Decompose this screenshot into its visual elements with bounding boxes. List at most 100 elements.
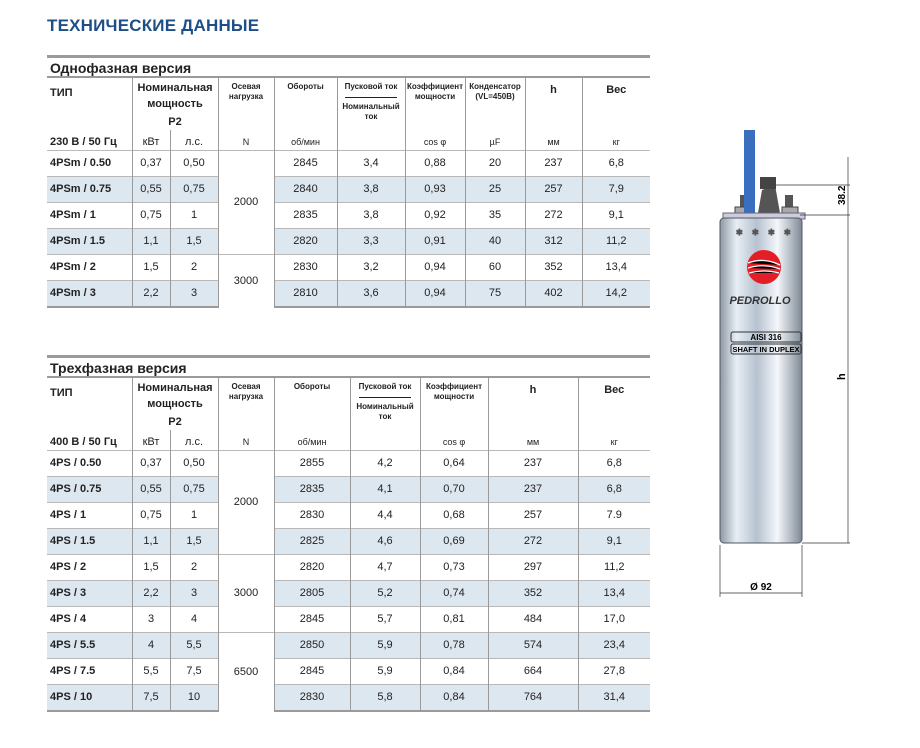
table-row: 4PS / 1.5 1,1 1,5 2825 4,6 0,69 272 9,1 <box>47 527 650 554</box>
cell-height: 297 <box>487 553 578 580</box>
cell-height: 402 <box>524 279 582 308</box>
cell-rpm: 2830 <box>273 501 350 528</box>
cell-axial-load: 6500 <box>217 631 274 711</box>
cell-power-hp: 0,75 <box>169 475 218 502</box>
cell-capacitor: 25 <box>464 175 525 202</box>
single-phase-table: Однофазная версия ТИП Номинальная мощнос… <box>47 55 650 308</box>
svg-text:✲: ✲ <box>736 228 743 237</box>
plate-material: AISI 316 <box>750 333 782 342</box>
cell-capacitor: 60 <box>464 253 525 280</box>
cell-type: 4PSm / 1.5 <box>47 227 132 254</box>
cell-weight: 6,8 <box>581 149 650 176</box>
cell-capacitor: 35 <box>464 201 525 228</box>
cell-rpm: 2850 <box>273 631 350 658</box>
header-weight: Вес <box>577 378 650 430</box>
unit-pf: cos φ <box>419 430 488 450</box>
header-power: Номинальная мощность <box>137 382 213 410</box>
cell-rpm: 2805 <box>273 579 350 606</box>
cell-current-ratio: 3,3 <box>336 227 405 254</box>
cell-axial-load: 3000 <box>217 553 274 632</box>
dimension-diameter: Ø 92 <box>750 582 772 593</box>
pump-drawing: ✲ ✲ ✲ ✲ PEDROLLO AISI 316 SHAFT IN DUPLEX 3… <box>719 130 850 597</box>
unit-pf: cos φ <box>404 130 465 150</box>
cell-weight: 9,1 <box>581 201 650 228</box>
cell-current-ratio: 4,1 <box>349 475 420 502</box>
cell-weight: 11,2 <box>581 227 650 254</box>
table-row: 4PS / 2 1,5 2 3000 2820 4,7 0,73 297 11,2 <box>47 553 650 632</box>
cell-rpm: 2845 <box>273 149 337 176</box>
cell-weight: 6,8 <box>577 449 650 476</box>
header-axial: Осевая нагрузка <box>217 378 274 430</box>
dimension-top: 38.2 <box>837 185 848 205</box>
cell-power-hp: 2 <box>169 553 218 580</box>
cell-power-factor: 0,78 <box>419 631 488 658</box>
cell-rpm: 2820 <box>273 553 350 580</box>
cell-power-kw: 1,5 <box>131 253 170 280</box>
cell-power-factor: 0,69 <box>419 527 488 554</box>
cell-rpm: 2845 <box>273 657 350 684</box>
pump-body <box>719 217 803 544</box>
cell-rpm: 2835 <box>273 475 350 502</box>
cell-power-kw: 0,55 <box>131 175 170 202</box>
cell-height: 312 <box>524 227 582 254</box>
table-row: 4PSm / 0.50 0,37 0,50 2000 2845 3,4 0,88 20 237 6… <box>47 149 650 254</box>
cell-type: 4PS / 3 <box>47 579 132 606</box>
unit-voltage: 230 В / 50 Гц <box>50 135 117 148</box>
cell-power-hp: 0,50 <box>169 149 218 176</box>
cell-current-ratio: 5,9 <box>349 657 420 684</box>
cell-power-factor: 0,68 <box>419 501 488 528</box>
unit-weight: кг <box>581 130 650 150</box>
table-row: 4PS / 0.50 0,37 0,50 2000 2855 4,2 0,64 237 6,8 <box>47 449 650 554</box>
table-row: 4PSm / 2 1,5 2 3000 2830 3,2 0,94 60 352 13,4 <box>47 253 650 307</box>
table-row: 4PSm / 3 2,2 3 2810 3,6 0,94 75 402 14,2 <box>47 279 650 308</box>
header-rpm: Обороты <box>273 378 350 430</box>
unit-hp: л.с. <box>169 430 218 450</box>
three-phase-table: Трехфазная версия ТИП Номинальная мощнос… <box>47 355 650 712</box>
cell-current-ratio: 5,8 <box>349 683 420 712</box>
cell-rpm: 2820 <box>273 227 337 254</box>
unit-kw: кВт <box>131 430 170 450</box>
cell-rpm: 2835 <box>273 201 337 228</box>
cell-current-ratio: 3,8 <box>336 175 405 202</box>
header-p2: P2 <box>168 116 182 128</box>
cell-weight: 23,4 <box>577 631 650 658</box>
cell-type: 4PSm / 1 <box>47 201 132 228</box>
unit-rpm: об/мин <box>273 130 337 150</box>
cell-power-kw: 2,2 <box>131 279 170 308</box>
unit-kw: кВт <box>131 130 170 150</box>
header-nominal-current: Номинальный ток <box>356 402 414 421</box>
svg-text:✲: ✲ <box>768 228 775 237</box>
table-row: 4PS / 4 3 4 2845 5,7 0,81 484 17,0 <box>47 605 650 632</box>
cell-rpm: 2825 <box>273 527 350 554</box>
cell-type: 4PS / 1 <box>47 501 132 528</box>
cell-height: 574 <box>487 631 578 658</box>
cell-power-kw: 0,75 <box>131 501 170 528</box>
cell-power-hp: 1,5 <box>169 227 218 254</box>
cell-power-hp: 1 <box>169 201 218 228</box>
cell-height: 237 <box>487 475 578 502</box>
unit-h: мм <box>487 430 578 450</box>
unit-h: мм <box>524 130 582 150</box>
cell-type: 4PS / 10 <box>47 683 132 712</box>
cell-power-factor: 0,74 <box>419 579 488 606</box>
cell-power-hp: 0,50 <box>169 449 218 476</box>
table-row: 4PS / 0.75 0,55 0,75 2835 4,1 0,70 237 6,8 <box>47 475 650 502</box>
section-title: Однофазная версия <box>47 58 650 78</box>
cell-current-ratio: 5,2 <box>349 579 420 606</box>
table-row: 4PSm / 1.5 1,1 1,5 2820 3,3 0,91 40 312 11,2 <box>47 227 650 254</box>
cell-type: 4PS / 7.5 <box>47 657 132 684</box>
cell-height: 257 <box>524 175 582 202</box>
cell-rpm: 2810 <box>273 279 337 308</box>
header-h: h <box>487 378 578 430</box>
table-row: 4PSm / 0.75 0,55 0,75 2840 3,8 0,93 25 257 7,9 <box>47 175 650 202</box>
cell-weight: 9,1 <box>577 527 650 554</box>
cell-power-hp: 3 <box>169 279 218 308</box>
cell-current-ratio: 4,6 <box>349 527 420 554</box>
cell-height: 484 <box>487 605 578 632</box>
cell-weight: 13,4 <box>577 579 650 606</box>
cell-current-ratio: 5,9 <box>349 631 420 658</box>
cell-height: 764 <box>487 683 578 712</box>
header-nominal-current: Номинальный ток <box>342 102 400 121</box>
cell-type: 4PS / 2 <box>47 553 132 580</box>
unit-axial: N <box>217 430 274 450</box>
